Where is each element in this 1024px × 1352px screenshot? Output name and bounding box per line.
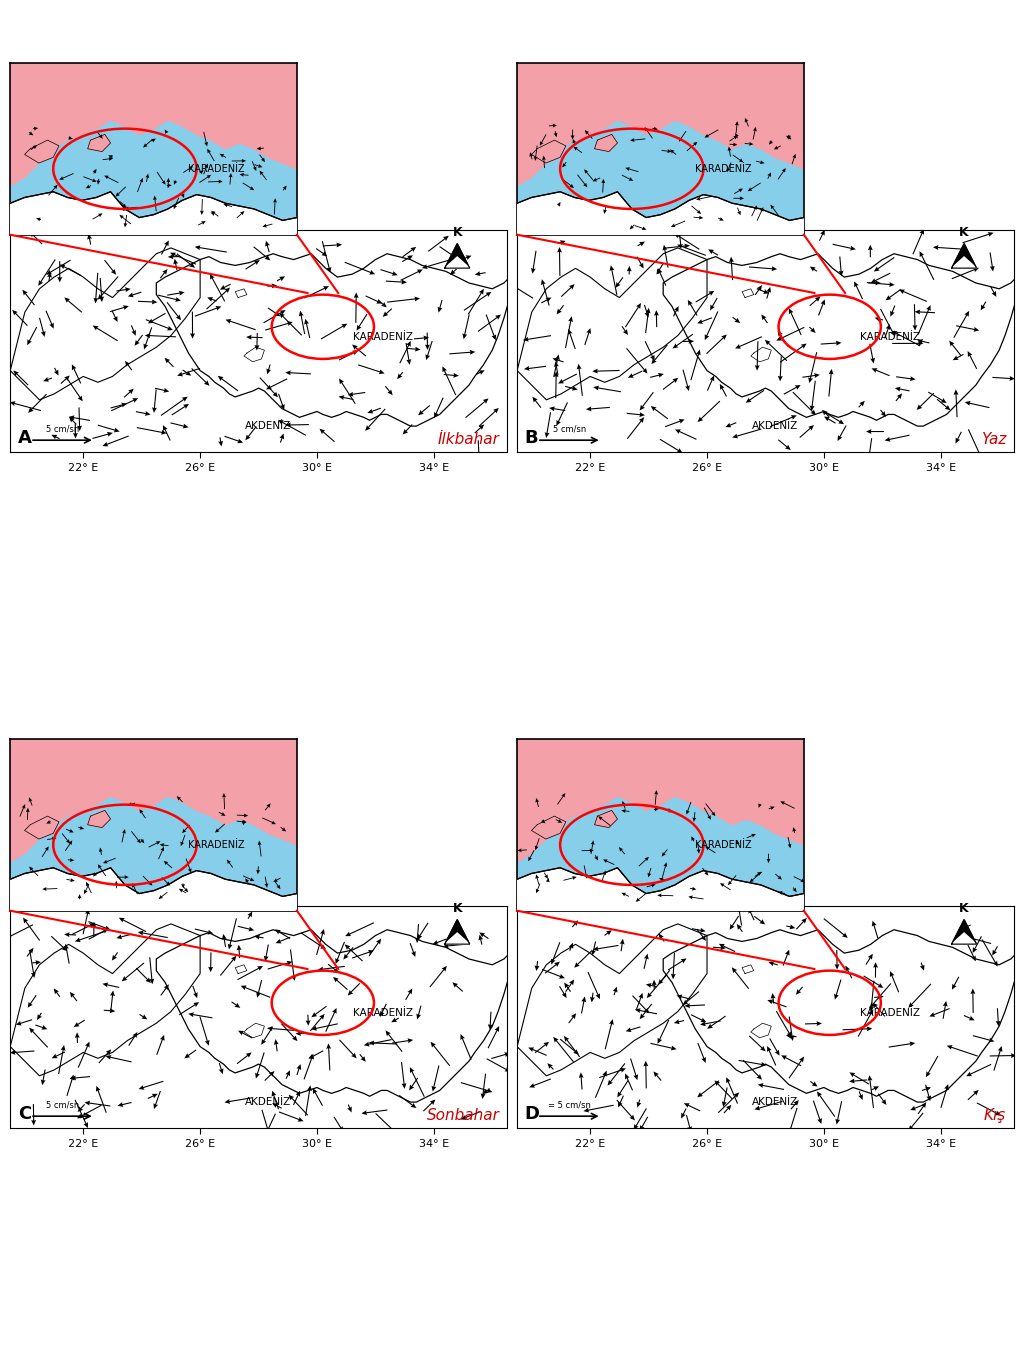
Polygon shape	[444, 243, 470, 268]
Polygon shape	[444, 933, 470, 944]
Polygon shape	[517, 62, 804, 187]
Polygon shape	[751, 1023, 771, 1038]
Text: 5 cm/sn: 5 cm/sn	[46, 1101, 79, 1110]
Polygon shape	[517, 923, 707, 1076]
Polygon shape	[10, 62, 297, 187]
Text: AKDENİZ: AKDENİZ	[246, 420, 292, 431]
Polygon shape	[531, 817, 566, 840]
Polygon shape	[951, 257, 977, 268]
Polygon shape	[236, 965, 247, 973]
Text: KARADENİZ: KARADENİZ	[352, 1009, 413, 1018]
Text: KARADENİZ: KARADENİZ	[859, 333, 920, 342]
Polygon shape	[25, 817, 59, 840]
Polygon shape	[236, 289, 247, 297]
Polygon shape	[664, 254, 1017, 426]
Polygon shape	[444, 919, 470, 944]
Text: 5 cm/sn: 5 cm/sn	[553, 425, 586, 434]
Polygon shape	[751, 347, 771, 362]
Text: 5 cm/sn: 5 cm/sn	[46, 425, 79, 434]
Text: = 5 cm/sn: = 5 cm/sn	[548, 1101, 591, 1110]
Polygon shape	[951, 933, 977, 944]
Polygon shape	[244, 1023, 264, 1038]
Polygon shape	[951, 919, 977, 944]
Polygon shape	[595, 810, 617, 827]
Text: Kış: Kış	[984, 1107, 1007, 1124]
Text: K: K	[959, 226, 969, 239]
Text: Sonbahar: Sonbahar	[427, 1107, 500, 1124]
Polygon shape	[444, 257, 470, 268]
Text: C: C	[17, 1105, 31, 1124]
Polygon shape	[517, 738, 804, 863]
Polygon shape	[517, 192, 804, 235]
Text: KARADENİZ: KARADENİZ	[695, 841, 752, 850]
Polygon shape	[595, 134, 617, 151]
Polygon shape	[157, 254, 510, 426]
Polygon shape	[10, 923, 200, 1076]
Polygon shape	[951, 243, 977, 268]
Text: AKDENİZ: AKDENİZ	[246, 1096, 292, 1107]
Polygon shape	[10, 192, 297, 235]
Polygon shape	[25, 141, 59, 164]
Text: D: D	[524, 1105, 540, 1124]
Polygon shape	[157, 930, 510, 1102]
Text: AKDENİZ: AKDENİZ	[753, 420, 799, 431]
Text: AKDENİZ: AKDENİZ	[753, 1096, 799, 1107]
Text: K: K	[453, 226, 462, 239]
Text: Yaz: Yaz	[981, 431, 1007, 448]
Text: B: B	[524, 429, 539, 448]
Polygon shape	[244, 347, 264, 362]
Text: KARADENİZ: KARADENİZ	[188, 841, 245, 850]
Text: KARADENİZ: KARADENİZ	[695, 165, 752, 174]
Polygon shape	[531, 141, 566, 164]
Text: A: A	[17, 429, 32, 448]
Text: KARADENİZ: KARADENİZ	[188, 165, 245, 174]
Polygon shape	[88, 134, 111, 151]
Polygon shape	[10, 738, 297, 863]
Polygon shape	[742, 289, 754, 297]
Text: K: K	[453, 902, 462, 915]
Text: KARADENİZ: KARADENİZ	[352, 333, 413, 342]
Polygon shape	[742, 965, 754, 973]
Text: KARADENİZ: KARADENİZ	[859, 1009, 920, 1018]
Text: K: K	[959, 902, 969, 915]
Polygon shape	[88, 810, 111, 827]
Polygon shape	[517, 247, 707, 400]
Polygon shape	[10, 868, 297, 911]
Text: İlkbahar: İlkbahar	[437, 431, 500, 448]
Polygon shape	[517, 868, 804, 911]
Polygon shape	[10, 247, 200, 400]
Polygon shape	[664, 930, 1017, 1102]
